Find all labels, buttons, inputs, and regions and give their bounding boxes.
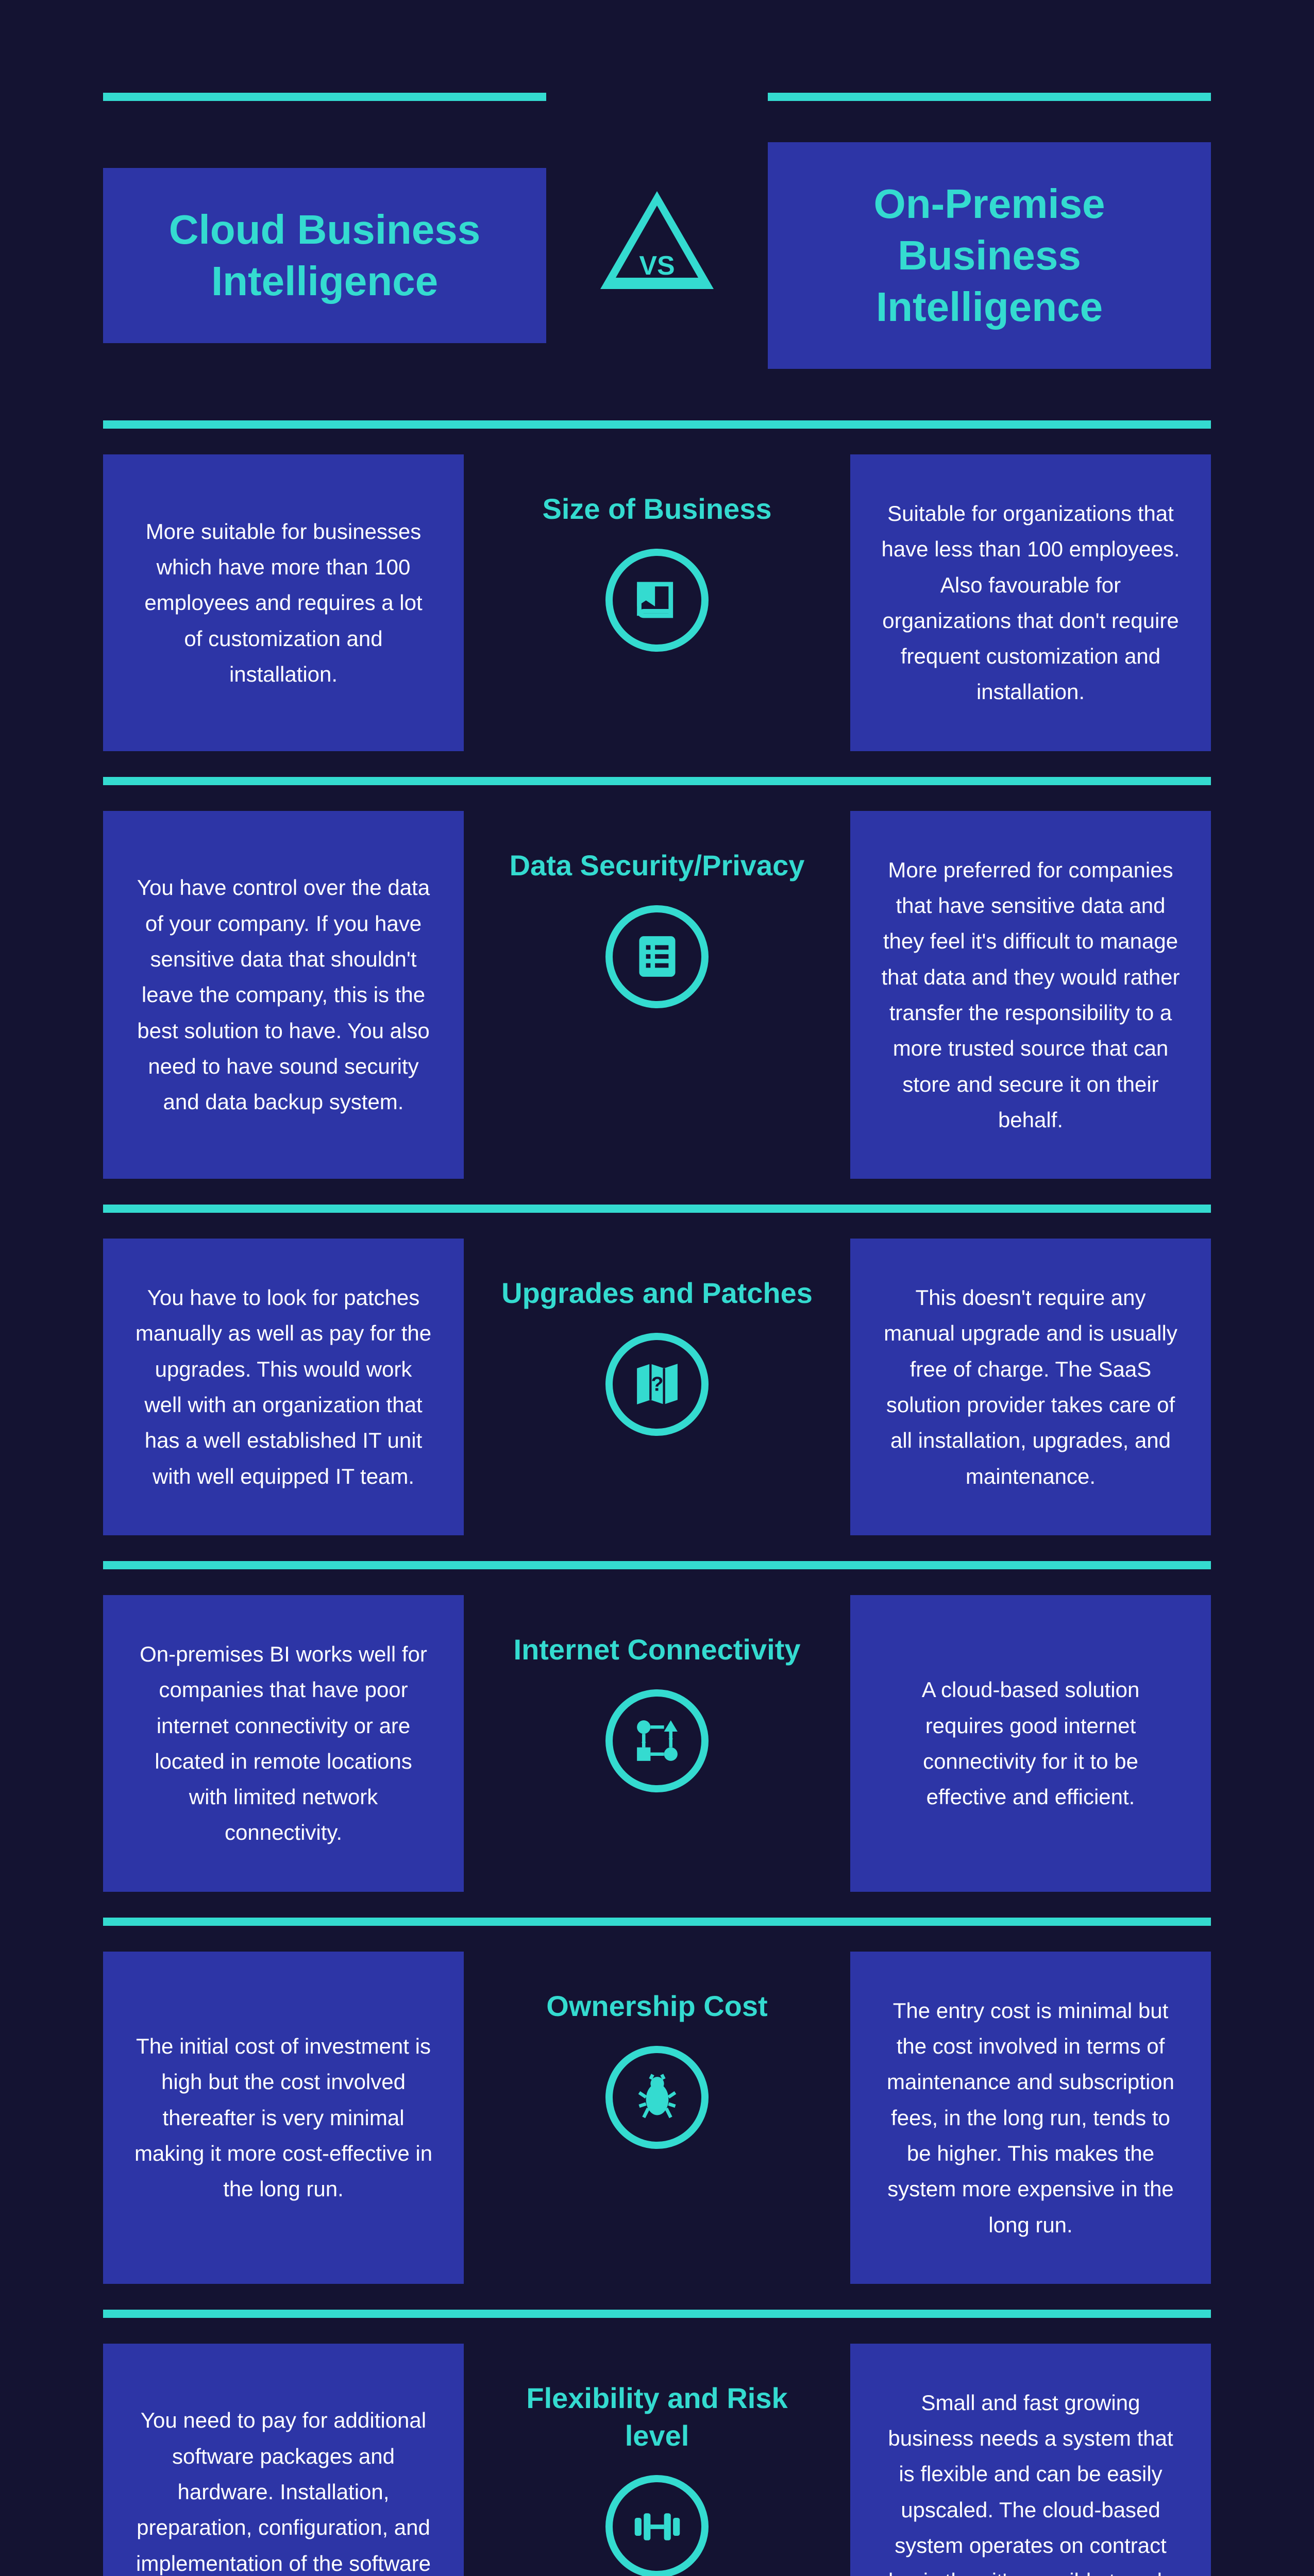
vs-text: VS <box>639 250 675 281</box>
category-title: Flexibility and Risk level <box>497 2380 817 2455</box>
comparison-row: The initial cost of investment is high b… <box>103 1952 1211 2284</box>
left-cell: You have control over the data of your c… <box>103 811 464 1179</box>
left-cell: On-premises BI works well for companies … <box>103 1595 464 1892</box>
divider <box>103 1205 1211 1213</box>
right-cell: Small and fast growing business needs a … <box>850 2344 1211 2576</box>
vs-badge: VS <box>600 191 714 320</box>
divider <box>103 2310 1211 2318</box>
divider <box>103 1918 1211 1926</box>
accent-bar-left <box>103 93 546 101</box>
category-column: Upgrades and Patches? <box>497 1239 817 1535</box>
network-icon <box>605 1689 709 1792</box>
left-text: More suitable for businesses which have … <box>134 514 433 692</box>
left-cell: More suitable for businesses which have … <box>103 454 464 751</box>
comparison-row: You have control over the data of your c… <box>103 811 1211 1179</box>
comparison-row: You have to look for patches manually as… <box>103 1239 1211 1535</box>
barbell-icon <box>605 2475 709 2576</box>
left-cell: You need to pay for additional software … <box>103 2344 464 2576</box>
comparison-rows: More suitable for businesses which have … <box>103 420 1211 2576</box>
divider <box>103 420 1211 429</box>
bug-icon <box>605 2046 709 2149</box>
comparison-row: More suitable for businesses which have … <box>103 454 1211 751</box>
category-column: Ownership Cost <box>497 1952 817 2284</box>
right-text: More preferred for companies that have s… <box>881 852 1180 1138</box>
category-column: Data Security/Privacy <box>497 811 817 1179</box>
right-text: Suitable for organizations that have les… <box>881 496 1180 710</box>
divider <box>103 1561 1211 1569</box>
right-cell: Suitable for organizations that have les… <box>850 454 1211 751</box>
header-right-title: On-Premise Business Intelligence <box>788 178 1190 333</box>
right-cell: A cloud-based solution requires good int… <box>850 1595 1211 1892</box>
header-left-title: Cloud Business Intelligence <box>124 204 526 307</box>
right-text: A cloud-based solution requires good int… <box>881 1672 1180 1815</box>
category-title: Upgrades and Patches <box>501 1275 813 1312</box>
list-icon <box>605 905 709 1008</box>
right-cell: The entry cost is minimal but the cost i… <box>850 1952 1211 2284</box>
category-column: Internet Connectivity <box>497 1595 817 1892</box>
comparison-row: On-premises BI works well for companies … <box>103 1595 1211 1892</box>
right-cell: This doesn't require any manual upgrade … <box>850 1239 1211 1535</box>
top-accent-bars <box>103 93 1211 101</box>
right-text: The entry cost is minimal but the cost i… <box>881 1993 1180 2243</box>
right-text: This doesn't require any manual upgrade … <box>881 1280 1180 1494</box>
header-right-box: On-Premise Business Intelligence <box>768 142 1211 369</box>
left-cell: You have to look for patches manually as… <box>103 1239 464 1535</box>
category-column: Size of Business <box>497 454 817 751</box>
header-left-box: Cloud Business Intelligence <box>103 168 546 343</box>
left-text: You have control over the data of your c… <box>134 870 433 1120</box>
left-text: On-premises BI works well for companies … <box>134 1636 433 1851</box>
header-row: Cloud Business Intelligence VS On-Premis… <box>103 142 1211 369</box>
divider <box>103 777 1211 785</box>
category-title: Data Security/Privacy <box>510 847 805 885</box>
left-text: The initial cost of investment is high b… <box>134 2028 433 2207</box>
map-icon: ? <box>605 1333 709 1436</box>
left-cell: The initial cost of investment is high b… <box>103 1952 464 2284</box>
comparison-row: You need to pay for additional software … <box>103 2344 1211 2576</box>
left-text: You need to pay for additional software … <box>134 2402 433 2576</box>
accent-bar-right <box>768 93 1211 101</box>
right-text: Small and fast growing business needs a … <box>881 2385 1180 2576</box>
right-cell: More preferred for companies that have s… <box>850 811 1211 1179</box>
category-title: Internet Connectivity <box>514 1631 801 1669</box>
category-title: Ownership Cost <box>546 1988 767 2025</box>
category-column: Flexibility and Risk level <box>497 2344 817 2576</box>
category-title: Size of Business <box>542 490 771 528</box>
books-icon <box>605 549 709 652</box>
svg-text:?: ? <box>651 1373 663 1396</box>
left-text: You have to look for patches manually as… <box>134 1280 433 1494</box>
